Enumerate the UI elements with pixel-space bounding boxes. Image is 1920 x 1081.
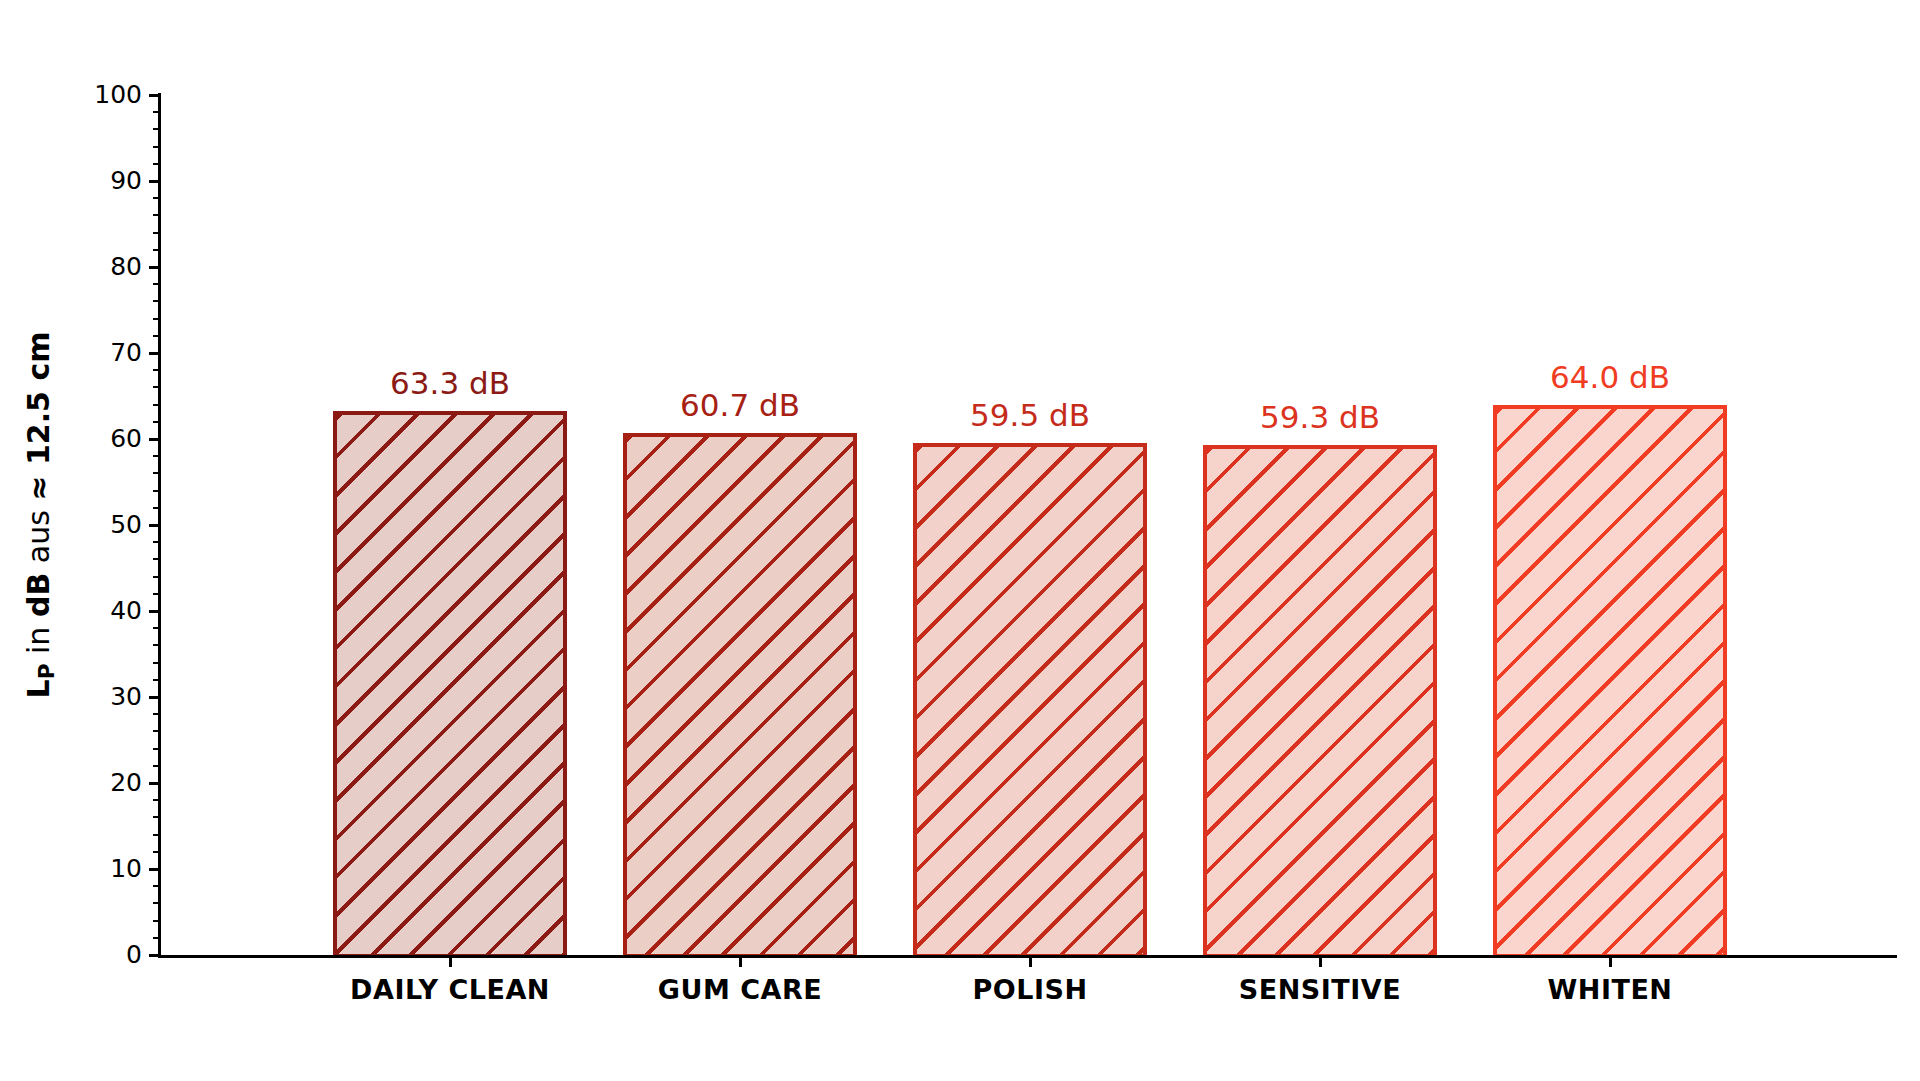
- category-label-polish: POLISH: [885, 974, 1175, 1006]
- y-major-tick: [149, 94, 158, 97]
- bar-gum-care: [623, 433, 857, 958]
- y-major-tick: [149, 266, 158, 269]
- category-label-daily-clean: DAILY CLEAN: [305, 974, 595, 1006]
- bar-chart-figure: LP in dB aus ≈ 12.5 cm 01020304050607080…: [0, 0, 1920, 1081]
- y-tick-label: 70: [0, 338, 142, 368]
- y-major-tick: [149, 954, 158, 957]
- bar-value-label: 60.7 dB: [623, 386, 857, 424]
- y-tick-label: 10: [0, 854, 142, 884]
- x-axis-spine: [158, 955, 1897, 958]
- y-major-tick: [149, 180, 158, 183]
- x-tick: [449, 958, 452, 967]
- y-tick-label: 40: [0, 596, 142, 626]
- y-tick-label: 90: [0, 166, 142, 196]
- y-major-tick: [149, 782, 158, 785]
- y-major-tick: [149, 524, 158, 527]
- category-label-gum-care: GUM CARE: [595, 974, 885, 1006]
- y-tick-label: 60: [0, 424, 142, 454]
- y-tick-label: 30: [0, 682, 142, 712]
- y-tick-label: 100: [0, 80, 142, 110]
- bar-value-label: 59.3 dB: [1203, 398, 1437, 436]
- bar-sensitive: [1203, 445, 1437, 958]
- bar-daily-clean: [333, 411, 567, 958]
- x-tick: [1319, 958, 1322, 967]
- x-tick: [739, 958, 742, 967]
- y-major-tick: [149, 696, 158, 699]
- y-axis-spine: [158, 93, 161, 958]
- x-tick: [1609, 958, 1612, 967]
- bar-value-label: 64.0 dB: [1493, 358, 1727, 396]
- y-major-tick: [149, 868, 158, 871]
- y-major-tick: [149, 438, 158, 441]
- y-tick-label: 20: [0, 768, 142, 798]
- bar-value-label: 63.3 dB: [333, 364, 567, 402]
- y-tick-label: 50: [0, 510, 142, 540]
- y-tick-label: 0: [0, 940, 142, 970]
- bar-whiten: [1493, 405, 1727, 958]
- y-major-tick: [149, 352, 158, 355]
- y-major-tick: [149, 610, 158, 613]
- bar-value-label: 59.5 dB: [913, 396, 1147, 434]
- category-label-sensitive: SENSITIVE: [1175, 974, 1465, 1006]
- bar-polish: [913, 443, 1147, 958]
- y-axis-label-part: P: [34, 664, 59, 680]
- category-label-whiten: WHITEN: [1465, 974, 1755, 1006]
- x-tick: [1029, 958, 1032, 967]
- y-tick-label: 80: [0, 252, 142, 282]
